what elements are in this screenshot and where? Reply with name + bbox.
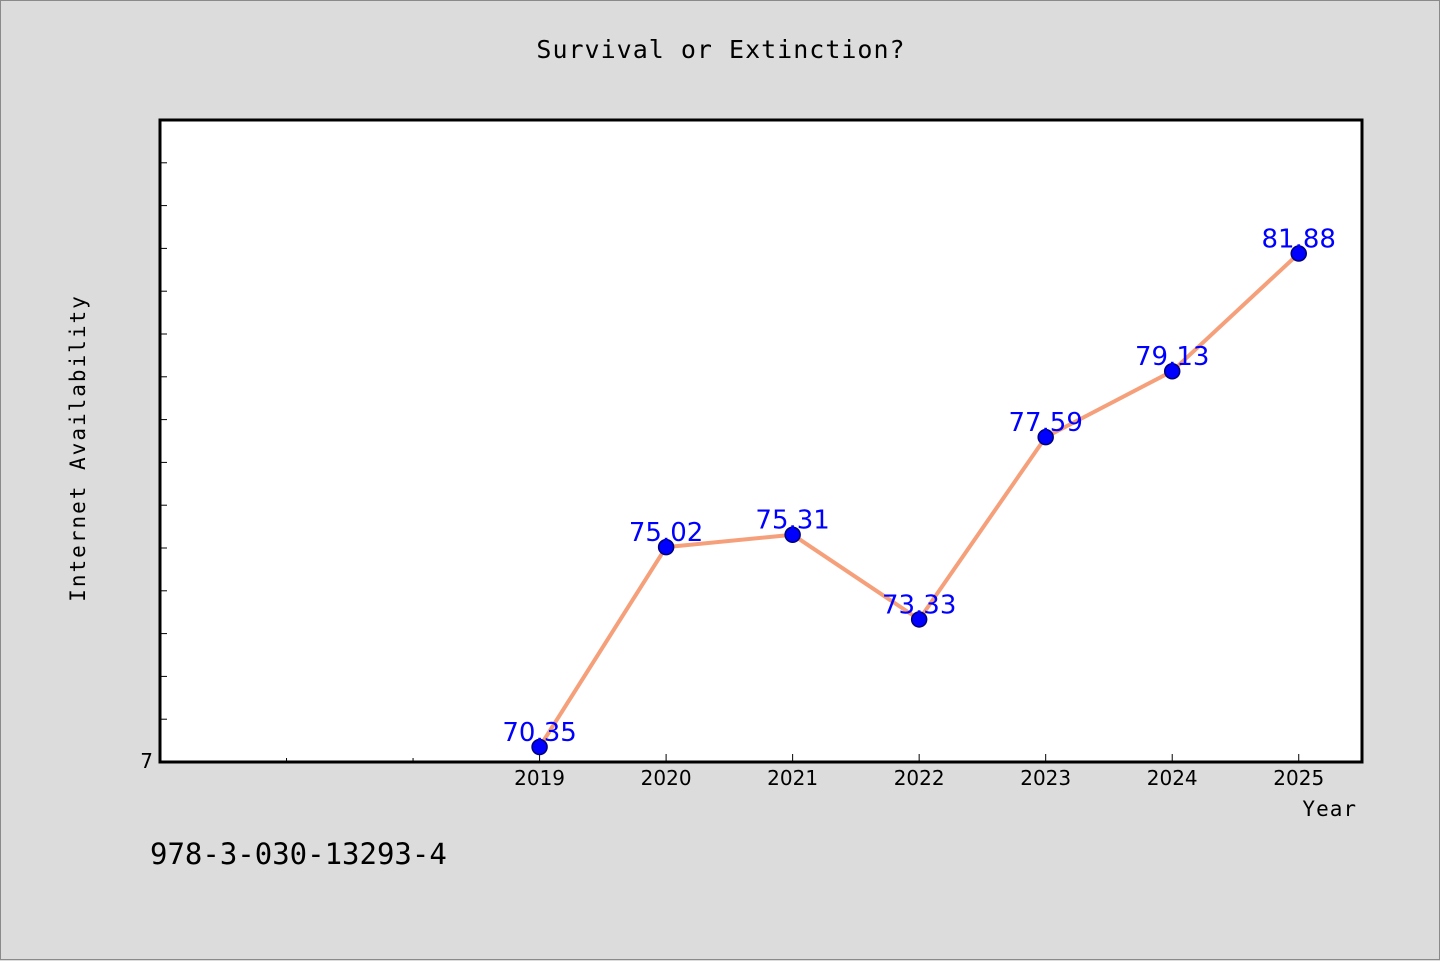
x-tick-label: 2024 — [1147, 766, 1198, 790]
plot-area — [158, 118, 1364, 764]
data-label: 75.02 — [629, 518, 703, 548]
y-tick-label: 7 — [140, 749, 153, 773]
x-tick-label: 2021 — [767, 766, 818, 790]
data-point-marker — [784, 526, 801, 543]
x-tick-label: 2022 — [894, 766, 945, 790]
x-tick-label: 2019 — [514, 766, 565, 790]
data-label: 77.59 — [1008, 408, 1082, 438]
x-axis-label: Year — [1302, 797, 1357, 821]
x-axis-ticks — [159, 754, 1300, 762]
chart-title: Survival or Extinction? — [536, 35, 906, 64]
data-point-marker — [1290, 245, 1307, 262]
x-tick-labels: 2019 2020 2021 2022 2023 2024 2025 — [514, 766, 1324, 790]
data-point-marker — [1037, 428, 1054, 446]
data-point-marker — [1163, 362, 1181, 380]
data-label: 81.88 — [1262, 225, 1336, 255]
data-label: 75.31 — [755, 506, 829, 536]
footer-text: 978-3-030-13293-4 — [150, 837, 447, 871]
x-tick-label: 2020 — [641, 766, 692, 790]
data-label: 73.33 — [882, 590, 956, 620]
y-axis-ticks — [160, 162, 167, 720]
data-labels: 70.35 75.02 75.31 73.33 77.59 79.13 81.88 — [502, 225, 1336, 748]
data-markers — [531, 245, 1307, 756]
data-point-marker — [657, 538, 675, 556]
data-point-marker — [910, 611, 928, 628]
data-label: 70.35 — [502, 718, 576, 748]
x-tick-label: 2023 — [1020, 766, 1071, 790]
x-tick-label: 2025 — [1273, 766, 1324, 790]
data-point-marker — [531, 738, 548, 756]
data-label: 79.13 — [1135, 342, 1209, 372]
